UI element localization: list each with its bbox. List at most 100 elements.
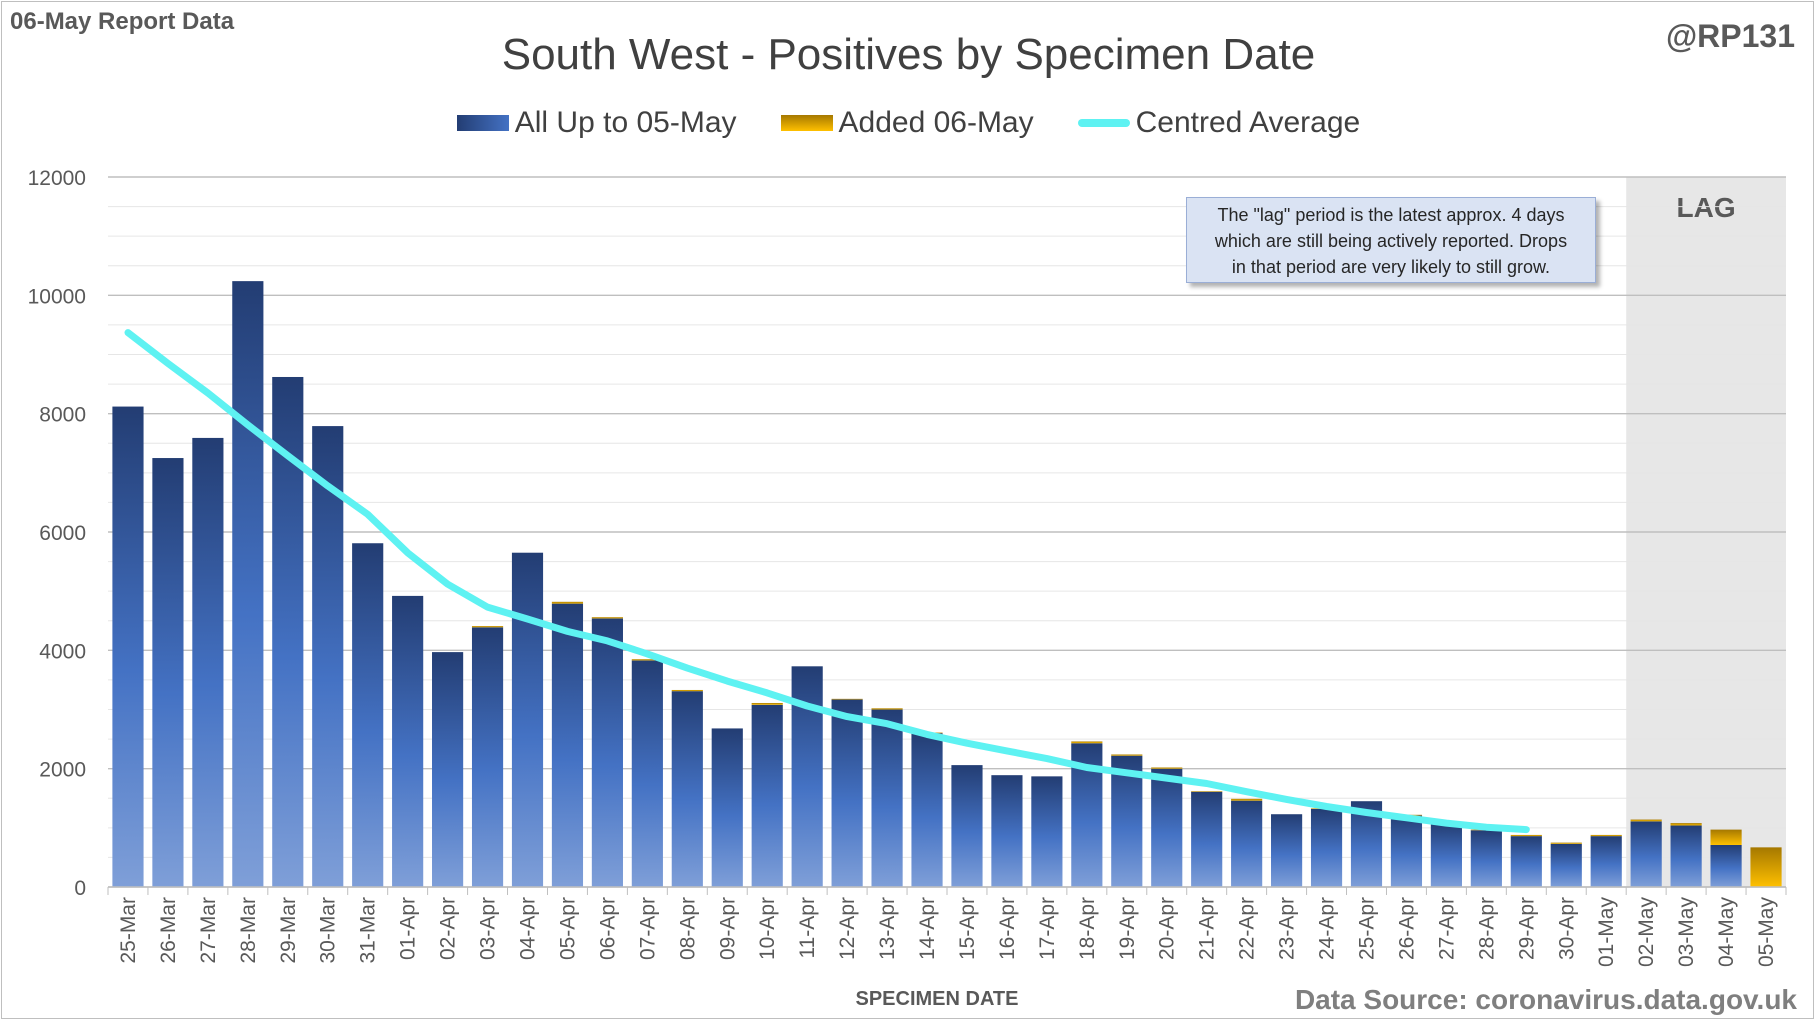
- bar-all-04-Apr: [511, 552, 544, 887]
- x-tick-label: 12-Apr: [836, 897, 859, 960]
- y-tick-label: 12000: [28, 167, 86, 190]
- bar-added-04-May: [1710, 829, 1742, 845]
- legend-item-average: Centred Average: [1077, 106, 1360, 140]
- bar-added-19-Apr: [1111, 754, 1143, 756]
- bar-all-03-Apr: [471, 627, 504, 887]
- bar-all-26-Mar: [152, 458, 184, 887]
- bar-all-09-Apr: [711, 728, 743, 887]
- x-tick-label: 25-Apr: [1356, 897, 1379, 960]
- x-tick-label: 17-Apr: [1036, 897, 1059, 960]
- y-tick-label: 2000: [39, 759, 86, 782]
- x-tick-label: 03-May: [1675, 897, 1698, 968]
- bar-all-26-Apr: [1390, 815, 1423, 887]
- x-tick-label: 10-Apr: [756, 897, 779, 960]
- bar-added-22-Apr: [1231, 798, 1263, 801]
- x-tick-label: 27-Apr: [1435, 897, 1458, 960]
- y-tick-label: 4000: [39, 640, 86, 663]
- legend-item-all: All Up to 05-May: [456, 106, 737, 140]
- bar-all-02-Apr: [432, 652, 464, 887]
- x-tick-label: 08-Apr: [676, 897, 699, 960]
- bar-all-04-May: [1710, 844, 1742, 887]
- legend-swatch-average: [1077, 119, 1130, 127]
- x-tick-label: 30-Mar: [317, 897, 340, 964]
- chart-title: South West - Positives by Specimen Date: [501, 30, 1316, 79]
- bar-added-03-May: [1670, 823, 1702, 826]
- x-tick-label: 28-Mar: [237, 897, 260, 964]
- bar-added-13-Apr: [871, 708, 903, 710]
- x-tick-label: 05-Apr: [556, 897, 579, 960]
- bar-all-31-Mar: [352, 543, 384, 887]
- bar-all-27-Apr: [1430, 823, 1462, 887]
- x-tick-label: 05-May: [1755, 897, 1778, 968]
- bar-added-20-Apr: [1151, 767, 1183, 769]
- x-tick-label: 26-Mar: [157, 897, 180, 964]
- bar-all-24-Apr: [1310, 808, 1343, 887]
- bar-all-29-Apr: [1510, 836, 1542, 887]
- bar-added-05-May: [1750, 847, 1782, 887]
- y-tick-label: 0: [74, 877, 86, 900]
- x-tick-label: 02-May: [1635, 897, 1658, 968]
- x-tick-label: 07-Apr: [636, 897, 659, 960]
- bar-all-22-Apr: [1231, 800, 1263, 887]
- bar-all-01-May: [1590, 836, 1622, 887]
- bar-all-07-Apr: [631, 660, 663, 887]
- x-tick-label: 09-Apr: [716, 897, 739, 960]
- lag-note-line-1: The "lag" period is the latest approx. 4…: [1217, 205, 1565, 225]
- x-tick-label: 21-Apr: [1196, 897, 1219, 960]
- legend-swatch-all: [456, 115, 509, 131]
- x-tick-label: 16-Apr: [996, 897, 1019, 960]
- x-tick-label: 04-May: [1715, 897, 1738, 968]
- legend-item-added: Added 06-May: [780, 106, 1034, 140]
- bar-all-16-Apr: [991, 775, 1023, 887]
- x-tick-label: 29-Mar: [277, 897, 300, 964]
- x-tick-label: 24-Apr: [1316, 897, 1339, 960]
- x-tick-label: 22-Apr: [1236, 897, 1259, 960]
- bar-all-17-Apr: [1031, 776, 1063, 887]
- bar-added-03-Apr: [471, 626, 504, 628]
- bar-added-02-May: [1630, 819, 1662, 822]
- lag-note-line-3: in that period are very likely to still …: [1231, 257, 1551, 277]
- bar-all-10-Apr: [751, 704, 783, 887]
- bar-all-06-Apr: [591, 618, 623, 887]
- bar-all-30-Mar: [312, 426, 344, 887]
- x-tick-label: 03-Apr: [477, 897, 500, 960]
- bar-all-30-Apr: [1550, 843, 1582, 887]
- legend-swatch-added: [780, 115, 833, 131]
- bar-all-01-Apr: [392, 595, 424, 887]
- centred-average-line: [124, 329, 1530, 834]
- bar-all-05-Apr: [551, 603, 584, 887]
- bar-added-18-Apr: [1071, 741, 1103, 744]
- bar-all-28-Mar: [232, 281, 264, 888]
- bar-all-12-Apr: [831, 699, 863, 887]
- bar-added-21-Apr: [1191, 791, 1223, 792]
- report-label: 06-May Report Data: [10, 8, 235, 35]
- x-tick-label: 02-Apr: [437, 897, 460, 960]
- bar-all-21-Apr: [1191, 791, 1223, 887]
- x-tick-label: 15-Apr: [956, 897, 979, 960]
- bar-all-20-Apr: [1151, 768, 1183, 887]
- author-handle: @RP131: [1665, 18, 1795, 54]
- bar-added-12-Apr: [831, 698, 863, 700]
- y-tick-label: 8000: [39, 404, 86, 427]
- bar-added-30-Apr: [1550, 842, 1582, 844]
- bar-all-27-Mar: [192, 437, 224, 887]
- bar-added-01-May: [1590, 834, 1622, 837]
- bar-all-14-Apr: [911, 733, 943, 887]
- x-tick-label: 06-Apr: [596, 897, 619, 960]
- lag-note-line-2: which are still being actively reported.…: [1214, 231, 1568, 251]
- bar-all-02-May: [1630, 821, 1662, 887]
- x-tick-label: 30-Apr: [1555, 897, 1578, 960]
- bar-all-25-Mar: [112, 406, 144, 887]
- lag-note: The "lag" period is the latest approx. 4…: [1186, 197, 1596, 283]
- legend-label-added: Added 06-May: [838, 106, 1034, 139]
- x-tick-label: 31-Mar: [357, 897, 380, 964]
- bar-all-08-Apr: [671, 691, 703, 887]
- bar-all-15-Apr: [951, 765, 983, 887]
- lag-label: LAG: [1677, 192, 1736, 223]
- x-tick-label: 28-Apr: [1475, 897, 1498, 960]
- bar-added-06-Apr: [591, 617, 623, 619]
- x-tick-label: 14-Apr: [916, 897, 939, 960]
- data-source: Data Source: coronavirus.data.gov.uk: [1294, 984, 1797, 1015]
